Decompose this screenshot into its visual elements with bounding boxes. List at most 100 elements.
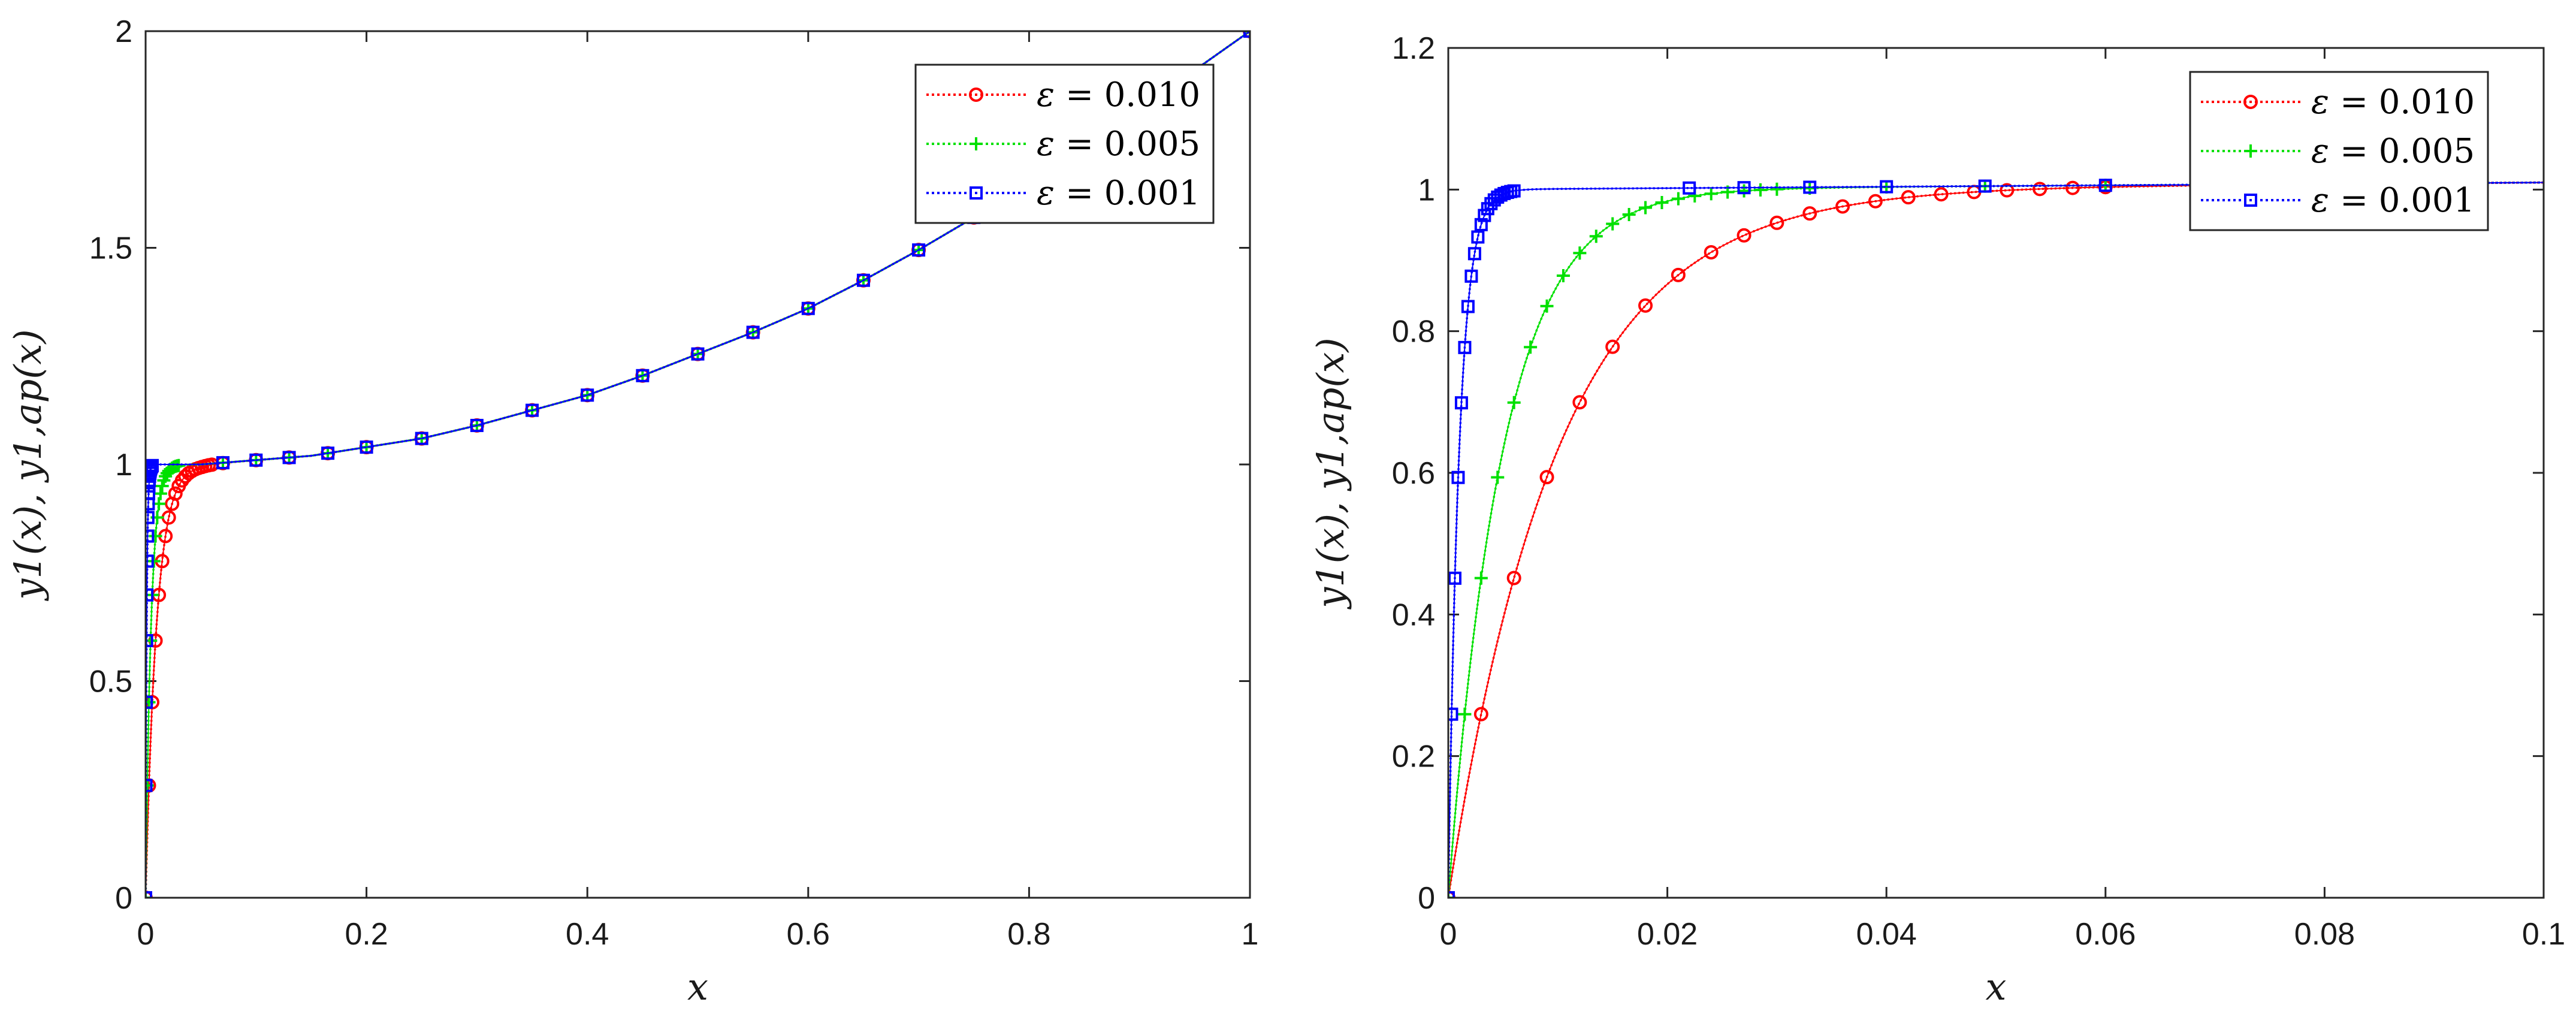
y-tick-label: 0.8 xyxy=(1392,315,1435,349)
series-marker xyxy=(856,273,870,287)
series-marker xyxy=(1704,245,1719,259)
legend-epsilon: ε xyxy=(2311,132,2329,171)
legend-swatch-marker xyxy=(970,186,983,200)
legend-item: ε = 0.001 xyxy=(926,174,1200,213)
series-marker xyxy=(1683,181,1696,195)
series-marker xyxy=(1474,218,1488,231)
legend-swatch-marker xyxy=(969,87,983,102)
series-marker xyxy=(1671,192,1685,206)
series-marker xyxy=(146,588,154,602)
x-tick-label: 0.02 xyxy=(1637,917,1698,952)
series-marker xyxy=(146,511,155,524)
series-line-solid xyxy=(1448,182,2544,898)
series-marker xyxy=(746,325,760,339)
y-tick-label: 0.6 xyxy=(1392,456,1435,491)
series-marker xyxy=(526,403,539,417)
y-tick-label: 1.2 xyxy=(1392,31,1435,66)
series-marker xyxy=(1448,707,1458,721)
x-tick-label: 0.1 xyxy=(2522,917,2565,952)
x-tick-label: 0.08 xyxy=(2294,917,2355,952)
legend-value: = 0.001 xyxy=(2340,181,2475,220)
series-marker xyxy=(249,453,263,467)
series-marker xyxy=(1471,230,1485,244)
y-tick-label: 1.5 xyxy=(89,231,132,266)
axes-frame xyxy=(144,30,1251,899)
series-marker xyxy=(2000,183,2015,198)
series-marker xyxy=(581,388,594,402)
series-marker xyxy=(1737,181,1751,195)
series-marker xyxy=(691,347,705,361)
series-marker xyxy=(1671,267,1686,282)
legend-item: ε = 0.010 xyxy=(926,76,1200,114)
legend-value: = 0.010 xyxy=(1065,76,1200,114)
series-line xyxy=(1448,181,2544,898)
legend-label: ε = 0.005 xyxy=(2311,132,2475,171)
series-marker xyxy=(1605,339,1620,354)
legend-item: ε = 0.005 xyxy=(2201,132,2475,171)
legend-label: ε = 0.010 xyxy=(2311,83,2475,122)
y-tick-label: 0 xyxy=(1418,881,1435,916)
series-marker xyxy=(415,431,428,445)
x-tick-label: 0.6 xyxy=(787,917,830,952)
legend-epsilon: ε xyxy=(2311,83,2329,122)
legend-epsilon: ε xyxy=(1037,174,1055,213)
series-marker xyxy=(1769,215,1784,230)
legend-value: = 0.001 xyxy=(1065,174,1200,213)
series-marker xyxy=(470,418,484,432)
series-marker xyxy=(1464,269,1478,283)
x-tick-label: 0.4 xyxy=(566,917,609,952)
series-marker xyxy=(146,487,155,500)
plot-area xyxy=(1448,177,2544,898)
series-marker xyxy=(1474,571,1488,585)
series-marker xyxy=(172,458,186,472)
series-marker xyxy=(1539,470,1554,485)
x-tick-label: 0.2 xyxy=(345,917,388,952)
series-line-solid xyxy=(1448,182,2544,898)
series-marker xyxy=(1737,228,1751,243)
series-marker xyxy=(1507,184,1521,198)
legend-item: ε = 0.010 xyxy=(2201,83,2475,122)
series-marker xyxy=(146,633,153,647)
legend-swatch-marker xyxy=(970,137,983,150)
y-tick-label: 0.2 xyxy=(1392,740,1435,774)
x-tick-label: 0.8 xyxy=(1007,917,1050,952)
y-tick-label: 1 xyxy=(1418,173,1435,207)
series-marker xyxy=(912,243,926,257)
series-marker xyxy=(146,458,159,472)
series-2 xyxy=(146,31,1250,898)
x-axis-label: x xyxy=(687,965,708,1009)
series-marker xyxy=(1524,340,1538,354)
series-marker xyxy=(1655,195,1669,209)
series-marker xyxy=(1507,396,1521,409)
series-marker xyxy=(2098,179,2112,192)
legend-item: ε = 0.001 xyxy=(2201,181,2475,220)
series-marker xyxy=(1467,247,1481,261)
legend-item: ε = 0.005 xyxy=(926,125,1200,164)
series-marker xyxy=(1704,187,1718,201)
legend-epsilon: ε xyxy=(2311,181,2329,220)
series-line-solid xyxy=(1448,182,2544,898)
series-marker xyxy=(1556,268,1570,282)
legend-value: = 0.010 xyxy=(2340,83,2475,122)
series-line xyxy=(1448,181,2544,898)
y-tick-label: 2 xyxy=(115,14,132,49)
series-marker xyxy=(2033,182,2047,197)
series-marker xyxy=(282,451,296,464)
series-marker xyxy=(147,554,161,568)
series-marker xyxy=(1458,707,1472,721)
legend-label: ε = 0.001 xyxy=(2311,181,2475,220)
legend-value: = 0.005 xyxy=(2340,132,2475,171)
y-tick-label: 1 xyxy=(115,448,132,482)
series-marker xyxy=(636,369,650,382)
series-marker xyxy=(1448,571,1461,585)
x-tick-label: 1 xyxy=(1242,917,1259,952)
legend-epsilon: ε xyxy=(1037,76,1055,114)
series-marker xyxy=(1572,395,1587,410)
series-marker xyxy=(1451,470,1465,484)
series-marker xyxy=(146,529,155,543)
series-marker xyxy=(1868,194,1883,209)
series-marker xyxy=(1835,199,1850,214)
series-marker xyxy=(1491,470,1505,484)
series-marker xyxy=(1589,230,1603,243)
legend: ε = 0.010 ε = 0.005 ε = 0.001 xyxy=(2189,71,2489,231)
